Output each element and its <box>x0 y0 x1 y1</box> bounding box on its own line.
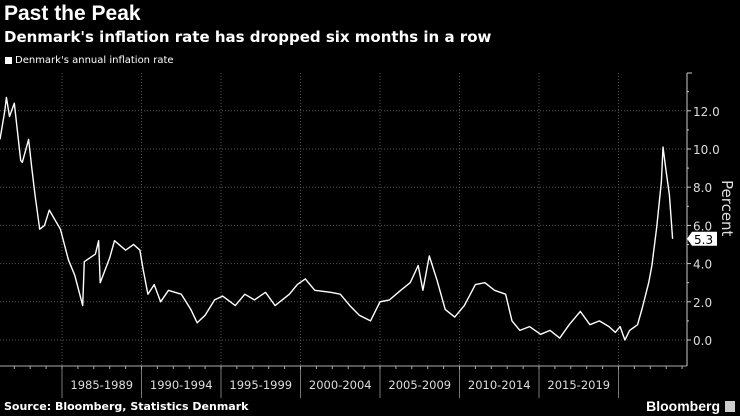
chart-subtitle: Denmark's inflation rate has dropped six… <box>4 28 492 46</box>
x-category-label: 1990-1994 <box>150 378 213 392</box>
y-axis-label: Percent <box>718 180 736 237</box>
x-category-label: 2000-2004 <box>309 378 372 392</box>
x-category-label: 2005-2009 <box>388 378 451 392</box>
x-category-label: 1995-1999 <box>229 378 292 392</box>
y-tick-label: 4.0 <box>693 258 712 272</box>
bloomberg-logo: Bloomberg <box>646 398 720 414</box>
y-tick-label: 0.0 <box>693 334 712 348</box>
last-value-label: 5.3 <box>694 233 713 247</box>
legend: Denmark's annual inflation rate <box>5 55 174 66</box>
source-note: Source: Bloomberg, Statistics Denmark <box>4 400 249 413</box>
chart-title: Past the Peak <box>4 2 141 25</box>
y-tick-label: 6.0 <box>693 219 712 233</box>
y-tick-label: 8.0 <box>693 181 712 195</box>
inflation-line <box>0 96 674 341</box>
x-category-label: 1985-1989 <box>70 378 133 392</box>
legend-label: Denmark's annual inflation rate <box>15 55 174 66</box>
x-category-label: 2010-2014 <box>468 378 531 392</box>
y-tick-label: 10.0 <box>693 143 720 157</box>
legend-swatch <box>5 57 12 64</box>
last-value-tag <box>687 231 717 246</box>
y-tick-label: 12.0 <box>693 105 720 119</box>
bloomberg-terminal-icon <box>725 401 735 412</box>
y-tick-label: 2.0 <box>693 296 712 310</box>
x-category-label: 2015-2019 <box>547 378 610 392</box>
